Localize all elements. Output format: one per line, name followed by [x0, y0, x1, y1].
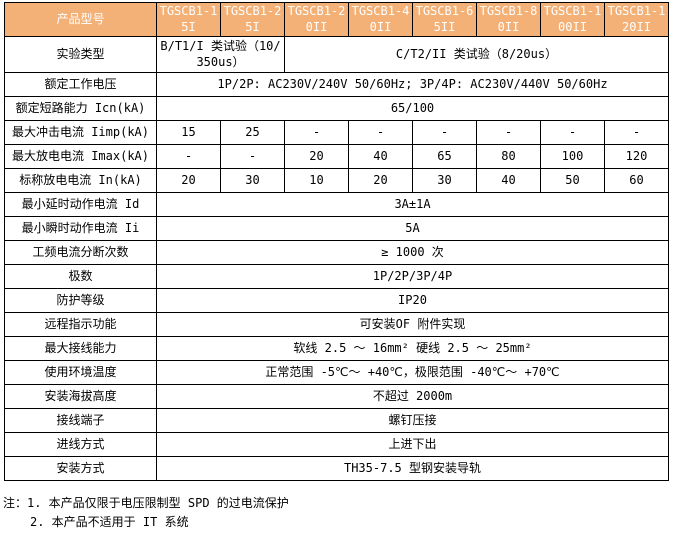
table-row-altitude: 安装海拔高度 不超过 2000m	[4, 384, 669, 410]
table-row-wire-entry: 进线方式 上进下出	[4, 432, 669, 458]
column-header-model-25i: TGSCB1-25I	[220, 1, 285, 38]
cell-short-circuit: 65/100	[156, 96, 669, 122]
cell-in-5: 40	[476, 168, 541, 194]
table-row-remote-indication: 远程指示功能 可安装OF 附件实现	[4, 312, 669, 338]
spec-table: 产品型号 TGSCB1-15I TGSCB1-25I TGSCB1-20II T…	[4, 1, 669, 482]
table-row-poles: 极数 1P/2P/3P/4P	[4, 264, 669, 290]
cell-protection-grade: IP20	[156, 288, 669, 314]
cell-imax-0: -	[156, 144, 221, 170]
table-header-row: 产品型号 TGSCB1-15I TGSCB1-25I TGSCB1-20II T…	[4, 1, 669, 38]
cell-ambient-temperature: 正常范围 -5℃～ +40℃，极限范围 -40℃～ +70℃	[156, 360, 669, 386]
cell-imax-6: 100	[540, 144, 605, 170]
cell-in-1: 30	[220, 168, 285, 194]
table-row-mounting: 安装方式 TH35-7.5 型钢安装导轨	[4, 456, 669, 482]
table-row-iimp: 最大冲击电流 Iimp(kA) 15 25 - - - - - -	[4, 120, 669, 146]
row-label-protection-grade: 防护等级	[4, 288, 157, 314]
row-label-poles: 极数	[4, 264, 157, 290]
row-label-altitude: 安装海拔高度	[4, 384, 157, 410]
cell-rated-voltage: 1P/2P: AC230V/240V 50/60Hz; 3P/4P: AC230…	[156, 72, 669, 98]
cell-in-7: 60	[604, 168, 669, 194]
column-header-model-100ii: TGSCB1-100II	[540, 1, 605, 38]
column-header-model-80ii: TGSCB1-80II	[476, 1, 541, 38]
column-header-product-model: 产品型号	[4, 1, 157, 38]
cell-iimp-5: -	[476, 120, 541, 146]
cell-breaking-times: ≥ 1000 次	[156, 240, 669, 266]
row-label-ambient-temperature: 使用环境温度	[4, 360, 157, 386]
column-header-model-120ii: TGSCB1-120II	[604, 1, 669, 38]
table-row-breaking-times: 工频电流分断次数 ≥ 1000 次	[4, 240, 669, 266]
cell-iimp-3: -	[348, 120, 413, 146]
row-label-imax: 最大放电电流 Imax(kA)	[4, 144, 157, 170]
row-label-in: 标称放电电流 In(kA)	[4, 168, 157, 194]
column-header-model-65ii: TGSCB1-65II	[412, 1, 477, 38]
cell-in-2: 10	[284, 168, 349, 194]
table-row-test-type: 实验类型 B/T1/I 类试验（10/350us） C/T2/II 类试验（8/…	[4, 36, 669, 74]
row-label-breaking-times: 工频电流分断次数	[4, 240, 157, 266]
table-row-ambient-temperature: 使用环境温度 正常范围 -5℃～ +40℃，极限范围 -40℃～ +70℃	[4, 360, 669, 386]
cell-id: 3A±1A	[156, 192, 669, 218]
cell-in-4: 30	[412, 168, 477, 194]
row-label-wiring-capacity: 最大接线能力	[4, 336, 157, 362]
row-label-id: 最小延时动作电流 Id	[4, 192, 157, 218]
cell-in-6: 50	[540, 168, 605, 194]
table-row-wiring-capacity: 最大接线能力 软线 2.5 ～ 16mm² 硬线 2.5 ～ 25mm²	[4, 336, 669, 362]
row-label-mounting: 安装方式	[4, 456, 157, 482]
table-row-ii: 最小瞬时动作电流 Ii 5A	[4, 216, 669, 242]
row-label-short-circuit: 额定短路能力 Icn(kA)	[4, 96, 157, 122]
cell-poles: 1P/2P/3P/4P	[156, 264, 669, 290]
cell-wiring-capacity: 软线 2.5 ～ 16mm² 硬线 2.5 ～ 25mm²	[156, 336, 669, 362]
cell-iimp-2: -	[284, 120, 349, 146]
footnote-1: 注：1. 本产品仅限于电压限制型 SPD 的过电流保护	[3, 496, 289, 510]
cell-imax-5: 80	[476, 144, 541, 170]
cell-in-3: 20	[348, 168, 413, 194]
row-label-wire-entry: 进线方式	[4, 432, 157, 458]
row-label-test-type: 实验类型	[4, 36, 157, 74]
row-label-remote-indication: 远程指示功能	[4, 312, 157, 338]
cell-imax-4: 65	[412, 144, 477, 170]
table-row-id: 最小延时动作电流 Id 3A±1A	[4, 192, 669, 218]
cell-imax-1: -	[220, 144, 285, 170]
row-label-ii: 最小瞬时动作电流 Ii	[4, 216, 157, 242]
cell-iimp-7: -	[604, 120, 669, 146]
cell-imax-3: 40	[348, 144, 413, 170]
column-header-model-15i: TGSCB1-15I	[156, 1, 221, 38]
footnote-2: 2. 本产品不适用于 IT 系统	[30, 515, 189, 529]
cell-imax-7: 120	[604, 144, 669, 170]
cell-iimp-4: -	[412, 120, 477, 146]
table-row-protection-grade: 防护等级 IP20	[4, 288, 669, 314]
cell-iimp-1: 25	[220, 120, 285, 146]
table-row-imax: 最大放电电流 Imax(kA) - - 20 40 65 80 100 120	[4, 144, 669, 170]
cell-remote-indication: 可安装OF 附件实现	[156, 312, 669, 338]
cell-mounting: TH35-7.5 型钢安装导轨	[156, 456, 669, 482]
table-row-in: 标称放电电流 In(kA) 20 30 10 20 30 40 50 60	[4, 168, 669, 194]
row-label-rated-voltage: 额定工作电压	[4, 72, 157, 98]
cell-test-type-class2: C/T2/II 类试验（8/20us）	[284, 36, 669, 74]
footnotes: 注：1. 本产品仅限于电压限制型 SPD 的过电流保护 2. 本产品不适用于 I…	[3, 494, 289, 532]
column-header-model-40ii: TGSCB1-40II	[348, 1, 413, 38]
cell-iimp-0: 15	[156, 120, 221, 146]
cell-terminal: 螺钉压接	[156, 408, 669, 434]
cell-imax-2: 20	[284, 144, 349, 170]
cell-altitude: 不超过 2000m	[156, 384, 669, 410]
cell-ii: 5A	[156, 216, 669, 242]
table-row-short-circuit: 额定短路能力 Icn(kA) 65/100	[4, 96, 669, 122]
cell-iimp-6: -	[540, 120, 605, 146]
cell-test-type-class1: B/T1/I 类试验（10/350us）	[156, 36, 285, 74]
row-label-iimp: 最大冲击电流 Iimp(kA)	[4, 120, 157, 146]
cell-wire-entry: 上进下出	[156, 432, 669, 458]
column-header-model-20ii: TGSCB1-20II	[284, 1, 349, 38]
table-row-rated-voltage: 额定工作电压 1P/2P: AC230V/240V 50/60Hz; 3P/4P…	[4, 72, 669, 98]
cell-in-0: 20	[156, 168, 221, 194]
row-label-terminal: 接线端子	[4, 408, 157, 434]
table-row-terminal: 接线端子 螺钉压接	[4, 408, 669, 434]
